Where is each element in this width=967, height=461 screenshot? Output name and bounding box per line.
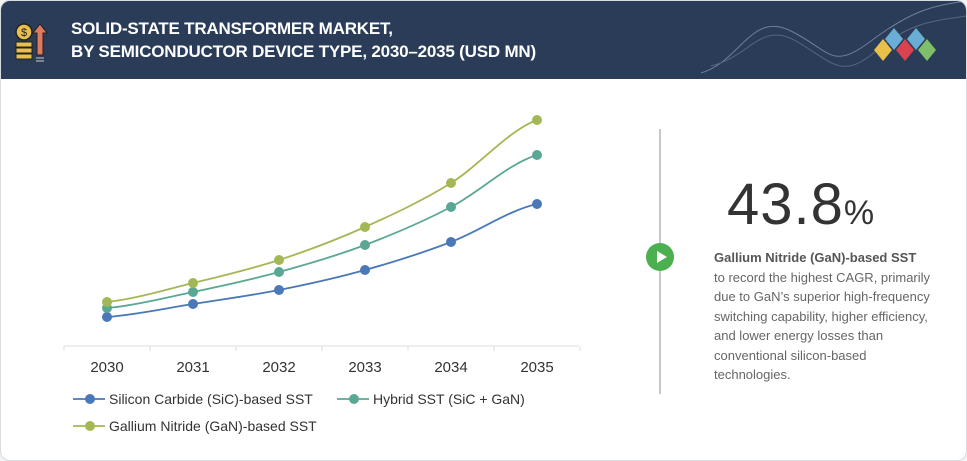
play-icon	[646, 243, 674, 271]
series-line	[106, 119, 538, 303]
data-point	[188, 299, 198, 309]
data-point	[360, 222, 370, 232]
legend-label: Silicon Carbide (SiC)-based SST	[109, 391, 313, 407]
svg-text:$: $	[21, 27, 27, 39]
chart-title: SOLID-STATE TRANSFORMER MARKET, BY SEMIC…	[71, 17, 536, 63]
cagr-unit: %	[843, 194, 876, 232]
title-line-2: BY SEMICONDUCTOR DEVICE TYPE, 2030–2035 …	[71, 42, 536, 61]
legend-marker	[349, 394, 359, 404]
cagr-value: 43.8%	[727, 171, 875, 238]
x-tick-label: 2030	[90, 359, 123, 376]
x-tick-label: 2031	[176, 359, 209, 376]
line-chart: 2030 2031 2032 2033 2034 2035 Silicon Carbide …	[63, 115, 581, 434]
data-point	[274, 285, 284, 295]
diamond-logo-icon	[701, 1, 966, 74]
highlight-text: to record the highest CAGR, primarily du…	[714, 269, 931, 383]
x-tick-label: 2034	[434, 359, 467, 376]
data-point	[274, 255, 284, 265]
data-point	[360, 240, 370, 250]
data-point	[532, 150, 542, 160]
legend-marker	[85, 421, 95, 431]
data-point	[274, 267, 284, 277]
title-line-1: SOLID-STATE TRANSFORMER MARKET,	[71, 19, 393, 38]
data-point	[188, 287, 198, 297]
legend-label: Gallium Nitride (GaN)-based SST	[109, 418, 317, 434]
cagr-number: 43.8	[727, 172, 844, 237]
series-line	[106, 203, 538, 318]
data-point	[102, 297, 112, 307]
x-tick-label: 2035	[520, 359, 553, 376]
data-point	[102, 312, 112, 322]
data-point	[188, 278, 198, 288]
legend-marker	[85, 394, 95, 404]
highlight-segment: Gallium Nitride (GaN)-based SST	[714, 250, 917, 265]
legend-label: Hybrid SST (SiC + GaN)	[373, 391, 525, 407]
data-point	[446, 237, 456, 247]
series-line	[106, 154, 538, 309]
data-point	[532, 115, 542, 125]
data-point	[446, 202, 456, 212]
header: $ SOLID-STATE TRANSFORMER MARKET, BY SEM…	[1, 1, 966, 79]
data-point	[446, 178, 456, 188]
coins-growth-icon: $	[15, 23, 49, 62]
x-tick-label: 2033	[348, 359, 381, 376]
data-point	[532, 199, 542, 209]
x-tick-label: 2032	[262, 359, 295, 376]
data-point	[360, 265, 370, 275]
highlight-description: Gallium Nitride (GaN)-based SST to recor…	[714, 248, 934, 385]
